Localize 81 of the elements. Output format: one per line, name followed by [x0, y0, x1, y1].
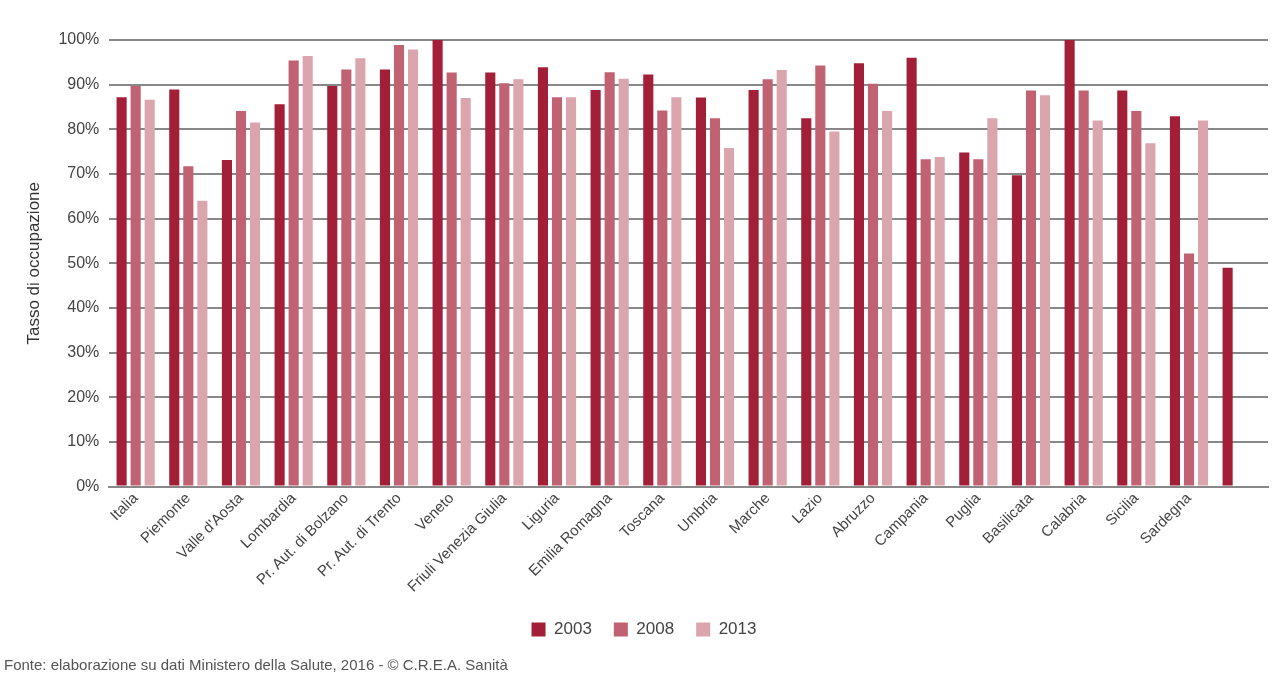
bar: [446, 72, 457, 486]
bar: [379, 69, 390, 486]
bar: [762, 79, 773, 486]
bar: [590, 90, 601, 486]
bar: [1064, 40, 1075, 486]
bar: [1222, 267, 1233, 486]
bar: [221, 160, 232, 486]
bar: [671, 97, 682, 486]
bar: [920, 159, 931, 486]
bar: [513, 79, 524, 486]
bar: [815, 65, 826, 486]
bar: [235, 111, 247, 486]
bar: [565, 97, 577, 486]
bar: [499, 83, 510, 486]
bar: [274, 104, 285, 486]
bar: [1025, 90, 1037, 486]
bar: [657, 110, 668, 486]
bar: [934, 156, 945, 486]
bar: [1183, 253, 1195, 486]
y-tick-label: 40%: [67, 298, 100, 316]
bar: [432, 40, 443, 486]
bar: [987, 118, 998, 486]
bar: [776, 69, 787, 486]
bar: [169, 89, 180, 486]
bar: [973, 159, 984, 486]
bar: [723, 148, 735, 486]
x-tick-label: Italia: [106, 488, 142, 524]
bar: [1039, 95, 1051, 486]
y-tick-label: 100%: [58, 30, 100, 48]
bar: [130, 85, 141, 486]
legend-label: 2003: [554, 619, 592, 639]
bar: [116, 97, 127, 486]
source-note: Fonte: elaborazione su dati Ministero della Salute, 2016 - © C.R.E.A. Sanità: [4, 656, 508, 673]
legend-label: 2008: [636, 619, 675, 639]
legend-label: 2013: [718, 619, 757, 639]
bar: [183, 166, 194, 486]
bar: [288, 60, 299, 486]
bar: [618, 78, 629, 486]
bar: [695, 97, 707, 486]
bar: [867, 83, 879, 486]
bar: [881, 111, 893, 486]
bar: [1117, 90, 1128, 486]
bar: [709, 118, 721, 486]
bar: [302, 56, 313, 486]
bar: [1145, 143, 1156, 486]
bar: [355, 58, 366, 486]
bar: [906, 57, 917, 486]
bar: [485, 72, 496, 486]
bar: [604, 72, 615, 486]
bar: [341, 69, 352, 486]
bar: [643, 74, 654, 486]
bar: [1197, 120, 1209, 486]
y-tick-label: 0%: [76, 476, 100, 494]
bar: [393, 44, 405, 486]
bar: [537, 67, 548, 486]
y-tick-label: 20%: [67, 387, 100, 405]
bar: [197, 200, 208, 486]
bar: [748, 90, 759, 486]
bar: [959, 152, 970, 486]
bar: [801, 118, 812, 486]
bar: [144, 99, 155, 486]
bar: [551, 97, 563, 486]
bar: [853, 63, 865, 486]
bar: [829, 131, 840, 486]
y-tick-label: 80%: [67, 119, 100, 137]
y-tick-label: 90%: [67, 75, 100, 93]
y-tick-label: 70%: [67, 164, 100, 182]
bar: [1169, 116, 1181, 486]
bar: [249, 122, 261, 486]
bar: [1092, 120, 1103, 486]
bar: [460, 98, 471, 486]
y-tick-label: 30%: [67, 342, 100, 360]
bar: [1011, 175, 1023, 486]
y-tick-label: 10%: [67, 432, 100, 450]
y-axis-title: Tasso di occupazione: [23, 182, 43, 345]
bar: [1131, 111, 1142, 486]
bar: [1078, 90, 1089, 486]
bar: [327, 85, 338, 486]
bar: [407, 49, 419, 486]
y-tick-label: 50%: [67, 253, 100, 271]
y-tick-label: 60%: [67, 209, 100, 227]
